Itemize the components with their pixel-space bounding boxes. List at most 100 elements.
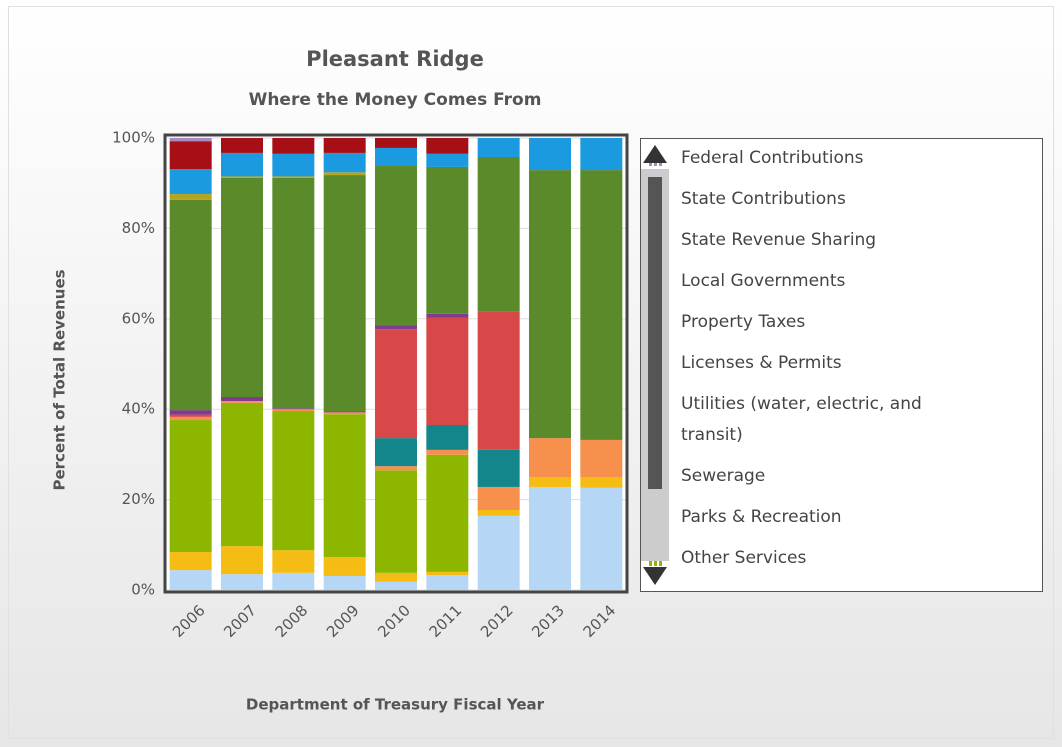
legend-item[interactable]: Utilities (water, electric, and transit) [641, 389, 1001, 451]
bar-segment [272, 138, 315, 154]
bar-segment [477, 509, 520, 516]
bar-segment [169, 552, 212, 571]
bar-segment [426, 571, 469, 576]
y-tick-label: 60% [122, 309, 155, 327]
legend-item[interactable]: Parks & Recreation [641, 502, 1001, 533]
bar-segment [169, 420, 212, 553]
x-tick-label: 2007 [220, 601, 260, 641]
x-tick-label: 2014 [580, 601, 620, 641]
x-tick-label: 2009 [323, 601, 363, 641]
bar-segment [580, 487, 623, 590]
bar-segment [375, 325, 417, 330]
bar-segment [221, 574, 263, 590]
bar-segment [272, 411, 315, 551]
legend-label: Other Services [681, 548, 807, 568]
legend-label: State Contributions [681, 189, 846, 209]
bar-segment [169, 141, 212, 170]
legend-items: Federal Contributions State Contributions… [641, 143, 1001, 584]
scroll-down[interactable] [643, 567, 667, 585]
bar-segment [169, 194, 212, 200]
bar-segment [323, 138, 366, 153]
bar-segment [529, 477, 571, 487]
bar-segment [426, 153, 469, 167]
legend-label: State Revenue Sharing [681, 230, 877, 250]
legend-label: Property Taxes [681, 312, 806, 332]
bar-segment [272, 550, 315, 573]
legend-item[interactable]: Sewerage [641, 461, 1001, 492]
plot-frame [163, 133, 629, 594]
legend-item[interactable]: Licenses & Permits [641, 348, 1001, 379]
bar-segment [580, 477, 623, 488]
y-tick-label: 20% [122, 490, 155, 508]
bar-segment [529, 138, 571, 171]
y-tick-label: 40% [122, 400, 155, 418]
bar-segment [375, 466, 417, 471]
bar-segment [323, 575, 366, 590]
bar-segment [375, 581, 417, 590]
bar-segment [529, 438, 571, 477]
legend-label: Utilities (water, electric, and transit) [681, 394, 922, 445]
x-tick-label: 2012 [477, 601, 517, 641]
bar-segment [426, 166, 469, 314]
bar-segment [477, 449, 520, 487]
bar-segment [580, 138, 623, 171]
x-axis-label: Department of Treasury Fiscal Year [246, 696, 545, 714]
bar-segment [169, 416, 212, 421]
legend-item[interactable]: Federal Contributions [641, 143, 1001, 174]
bar-segment [529, 486, 571, 590]
bar-segment [580, 439, 623, 477]
bar-segment [477, 311, 520, 450]
y-axis-label: Percent of Total Revenues [51, 269, 69, 490]
legend-item[interactable]: Other Services [641, 543, 1001, 574]
bar-segment [426, 425, 469, 450]
chart-subtitle: Where the Money Comes From [249, 90, 542, 110]
bar-segment [169, 414, 212, 417]
bar-segment [426, 317, 469, 426]
y-tick-label: 100% [112, 129, 155, 147]
bar-segment [426, 313, 469, 318]
bar-segment [477, 156, 520, 312]
bar-segment [169, 199, 212, 411]
legend-item[interactable]: Property Taxes [641, 307, 1001, 338]
bar-segment [375, 438, 417, 467]
y-tick-label: 80% [122, 219, 155, 237]
bar-segment [221, 177, 263, 397]
bar-segment [477, 515, 520, 590]
legend-item[interactable]: State Contributions [641, 184, 1001, 215]
bar-segment [221, 138, 263, 153]
bar-segment [375, 470, 417, 573]
bar-segment [272, 408, 315, 410]
legend-icon-bar [659, 559, 662, 566]
legend-item[interactable]: State Revenue Sharing [641, 225, 1001, 256]
bar-segment [426, 454, 469, 572]
legend-item[interactable]: Local Governments [641, 266, 1001, 297]
bar-segment [221, 401, 263, 403]
panel [8, 6, 1054, 739]
bar-segment [477, 138, 520, 157]
scroll-thumb[interactable] [648, 177, 662, 489]
legend-label: Local Governments [681, 271, 846, 291]
legend: Federal Contributions State Contributions… [640, 138, 1043, 592]
bar-segment [221, 152, 263, 177]
bar-segment [323, 412, 366, 415]
bar-segment [323, 175, 366, 412]
legend-label: Sewerage [681, 466, 766, 486]
scrollbar[interactable] [641, 143, 669, 587]
bar-segment [169, 410, 212, 415]
bar-segment [323, 414, 366, 558]
legend-label: Parks & Recreation [681, 507, 842, 527]
bar-segment [375, 572, 417, 582]
scroll-up[interactable] [643, 145, 667, 163]
bar-segment [375, 165, 417, 326]
bar-segment [169, 138, 212, 142]
bar-segment [221, 396, 263, 402]
x-tick-label: 2008 [272, 601, 312, 641]
x-tick-label: 2010 [374, 601, 414, 641]
bar-segment [221, 402, 263, 547]
bar-segment [477, 486, 520, 510]
bar-segment [375, 147, 417, 166]
bar-segment [375, 329, 417, 439]
chart-title: Pleasant Ridge [306, 47, 484, 71]
